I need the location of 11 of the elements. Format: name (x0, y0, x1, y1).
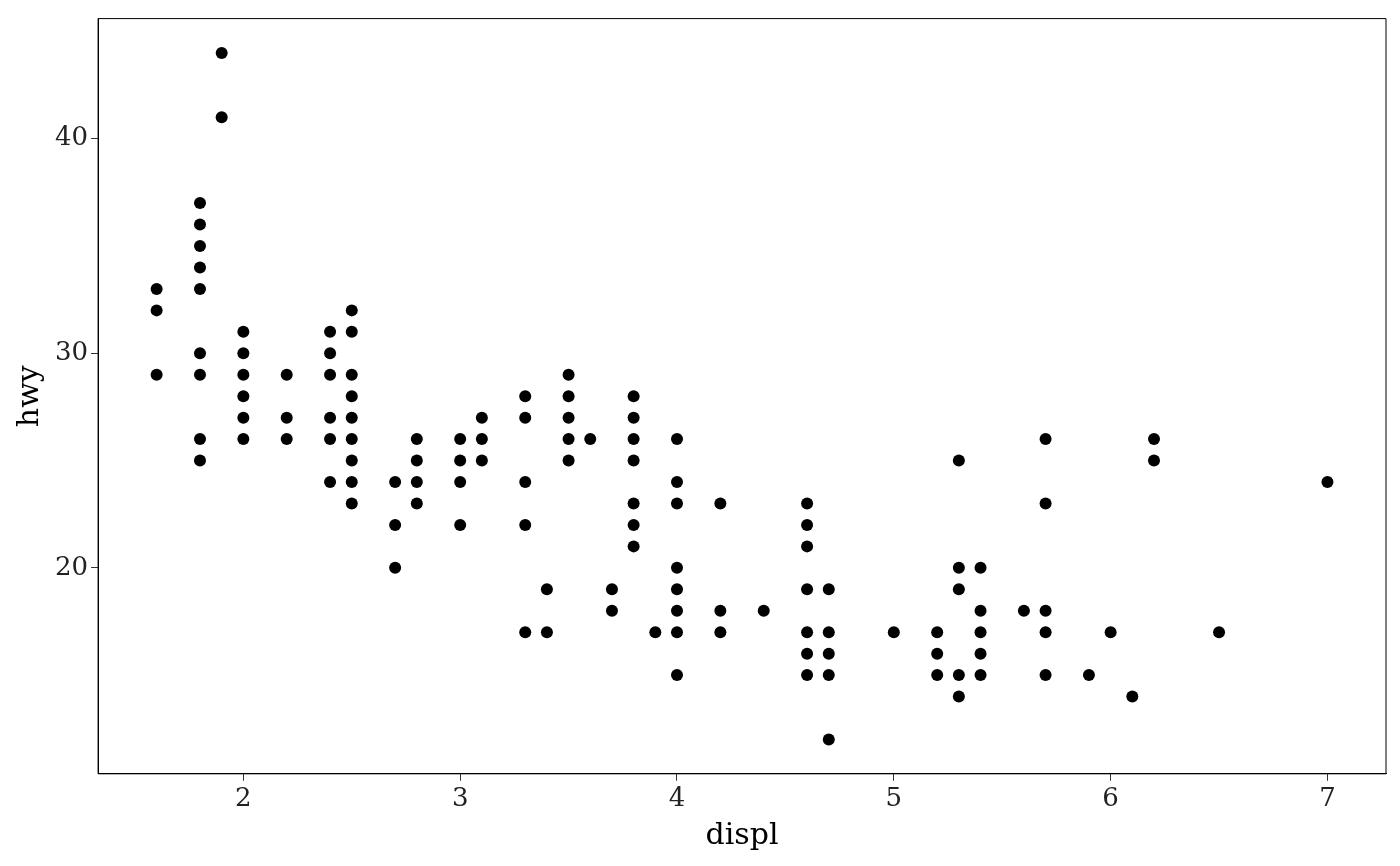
y-axis-title: hwy (9, 365, 45, 428)
x-tick-label: 7 (1319, 782, 1336, 813)
y-tick-label: 20 (54, 550, 89, 581)
x-tick-label: 5 (885, 782, 903, 813)
x-tick-label: 6 (1102, 782, 1119, 813)
y-tick-label: 40 (54, 121, 89, 152)
x-tick-label: 4 (668, 782, 686, 813)
y-tick-label: 30 (54, 336, 89, 367)
x-tick-label: 3 (451, 782, 469, 813)
x-axis-title: displ (705, 815, 779, 851)
x-tick-label: 2 (235, 782, 252, 813)
